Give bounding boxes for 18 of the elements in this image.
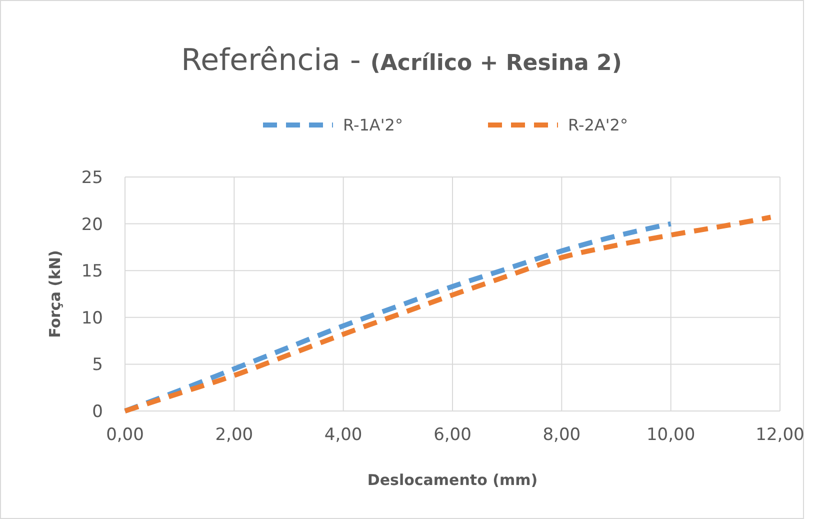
x-axis-title: Deslocamento (mm) <box>367 471 538 489</box>
x-tick-label: 4,00 <box>324 425 362 445</box>
y-tick-label: 5 <box>92 355 103 376</box>
y-tick-label: 15 <box>81 262 103 282</box>
chart-title: Referência - (Acrílico + Resina 2) <box>181 43 622 78</box>
y-tick-label: 25 <box>81 168 103 188</box>
y-tick-label: 20 <box>81 214 103 235</box>
y-tick-label: 10 <box>81 308 103 328</box>
x-tick-label: 2,00 <box>215 425 254 445</box>
x-tick-label: 12,00 <box>756 425 804 445</box>
y-tick-label: 0 <box>92 402 103 422</box>
x-tick-label: 0,00 <box>106 425 144 445</box>
y-axis-title: Força (kN) <box>46 250 64 338</box>
x-tick-label: 8,00 <box>542 425 581 445</box>
x-tick-label: 10,00 <box>646 425 696 445</box>
legend-label: R-1A'2° <box>343 116 403 135</box>
legend-label: R-2A'2° <box>568 116 628 135</box>
x-tick-label: 6,00 <box>434 425 472 445</box>
